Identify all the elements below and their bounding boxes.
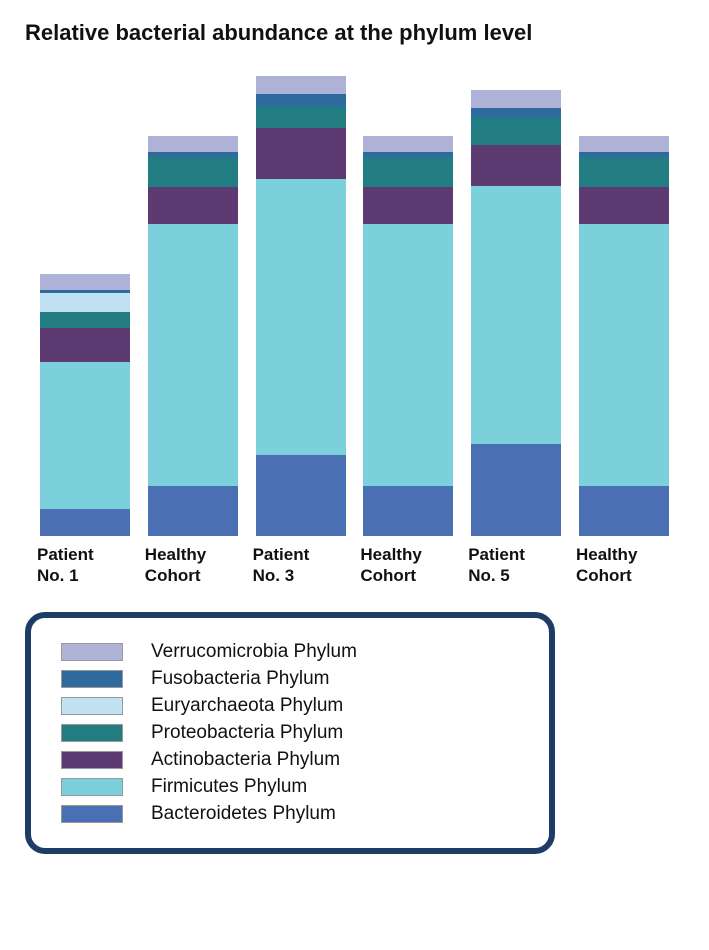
category-label-line2: Cohort: [360, 565, 458, 586]
category-label-line2: No. 3: [253, 565, 351, 586]
bar-segment-verrucomicrobia: [363, 136, 453, 152]
bar-segment-bacteroidetes: [40, 509, 130, 536]
stacked-bar: [579, 136, 669, 536]
bar-segment-actinobacteria: [471, 145, 561, 186]
bar-segment-euryarchaeota: [40, 293, 130, 311]
category-labels-row: PatientNo. 1HealthyCohortPatientNo. 3Hea…: [25, 544, 684, 587]
bar-segment-actinobacteria: [256, 128, 346, 179]
bar-column: [35, 274, 135, 536]
bar-segment-actinobacteria: [579, 187, 669, 224]
bar-segment-proteobacteria: [256, 107, 346, 128]
bar-segment-firmicutes: [256, 179, 346, 455]
legend-label: Actinobacteria Phylum: [151, 749, 340, 771]
bar-segment-proteobacteria: [579, 157, 669, 187]
category-label: PatientNo. 1: [35, 544, 135, 587]
legend-item-fusobacteria: Fusobacteria Phylum: [61, 668, 519, 690]
legend-swatch: [61, 697, 123, 715]
bar-segment-verrucomicrobia: [256, 76, 346, 94]
stacked-bar-chart: [25, 76, 684, 536]
legend-item-proteobacteria: Proteobacteria Phylum: [61, 722, 519, 744]
bar-segment-bacteroidetes: [256, 455, 346, 536]
stacked-bar: [256, 76, 346, 536]
bar-segment-verrucomicrobia: [579, 136, 669, 152]
category-label-line1: Patient: [253, 544, 351, 565]
category-label-line1: Healthy: [145, 544, 243, 565]
bar-segment-actinobacteria: [148, 187, 238, 224]
bar-segment-bacteroidetes: [579, 486, 669, 536]
bar-segment-fusobacteria: [256, 94, 346, 107]
bar-column: [358, 136, 458, 536]
category-label: PatientNo. 5: [466, 544, 566, 587]
bar-segment-firmicutes: [579, 224, 669, 486]
category-label: HealthyCohort: [358, 544, 458, 587]
bar-segment-firmicutes: [363, 224, 453, 486]
legend-item-verrucomicrobia: Verrucomicrobia Phylum: [61, 641, 519, 663]
legend-swatch: [61, 670, 123, 688]
bar-segment-proteobacteria: [148, 157, 238, 187]
bar-segment-fusobacteria: [471, 108, 561, 117]
category-label-line2: No. 5: [468, 565, 566, 586]
bar-segment-actinobacteria: [40, 328, 130, 363]
bar-segment-verrucomicrobia: [148, 136, 238, 152]
category-label-line1: Patient: [37, 544, 135, 565]
legend-label: Fusobacteria Phylum: [151, 668, 329, 690]
stacked-bar: [40, 274, 130, 536]
stacked-bar: [471, 90, 561, 536]
legend-label: Firmicutes Phylum: [151, 776, 307, 798]
bar-segment-firmicutes: [40, 362, 130, 509]
legend-label: Bacteroidetes Phylum: [151, 803, 336, 825]
legend-item-actinobacteria: Actinobacteria Phylum: [61, 749, 519, 771]
bar-segment-verrucomicrobia: [471, 90, 561, 108]
category-label-line1: Healthy: [360, 544, 458, 565]
bar-segment-proteobacteria: [40, 312, 130, 328]
category-label-line2: No. 1: [37, 565, 135, 586]
legend-swatch: [61, 643, 123, 661]
bar-segment-bacteroidetes: [363, 486, 453, 536]
bar-segment-firmicutes: [471, 186, 561, 444]
bar-column: [251, 76, 351, 536]
bar-segment-proteobacteria: [363, 157, 453, 187]
legend-swatch: [61, 724, 123, 742]
bar-segment-proteobacteria: [471, 117, 561, 145]
category-label-line2: Cohort: [145, 565, 243, 586]
category-label: PatientNo. 3: [251, 544, 351, 587]
legend: Verrucomicrobia Phylum Fusobacteria Phylu…: [25, 612, 555, 854]
category-label: HealthyCohort: [574, 544, 674, 587]
bar-segment-verrucomicrobia: [40, 274, 130, 290]
category-label-line1: Healthy: [576, 544, 674, 565]
bar-segment-actinobacteria: [363, 187, 453, 224]
legend-label: Proteobacteria Phylum: [151, 722, 343, 744]
legend-item-bacteroidetes: Bacteroidetes Phylum: [61, 803, 519, 825]
chart-title: Relative bacterial abundance at the phyl…: [25, 20, 684, 46]
bar-segment-firmicutes: [148, 224, 238, 486]
bar-segment-bacteroidetes: [471, 444, 561, 536]
stacked-bar: [148, 136, 238, 536]
bar-column: [574, 136, 674, 536]
category-label: HealthyCohort: [143, 544, 243, 587]
legend-item-firmicutes: Firmicutes Phylum: [61, 776, 519, 798]
legend-item-euryarchaeota: Euryarchaeota Phylum: [61, 695, 519, 717]
bar-segment-bacteroidetes: [148, 486, 238, 536]
legend-label: Verrucomicrobia Phylum: [151, 641, 357, 663]
stacked-bar: [363, 136, 453, 536]
category-label-line2: Cohort: [576, 565, 674, 586]
legend-swatch: [61, 805, 123, 823]
bar-column: [143, 136, 243, 536]
legend-swatch: [61, 751, 123, 769]
legend-swatch: [61, 778, 123, 796]
category-label-line1: Patient: [468, 544, 566, 565]
legend-label: Euryarchaeota Phylum: [151, 695, 343, 717]
bar-column: [466, 90, 566, 536]
